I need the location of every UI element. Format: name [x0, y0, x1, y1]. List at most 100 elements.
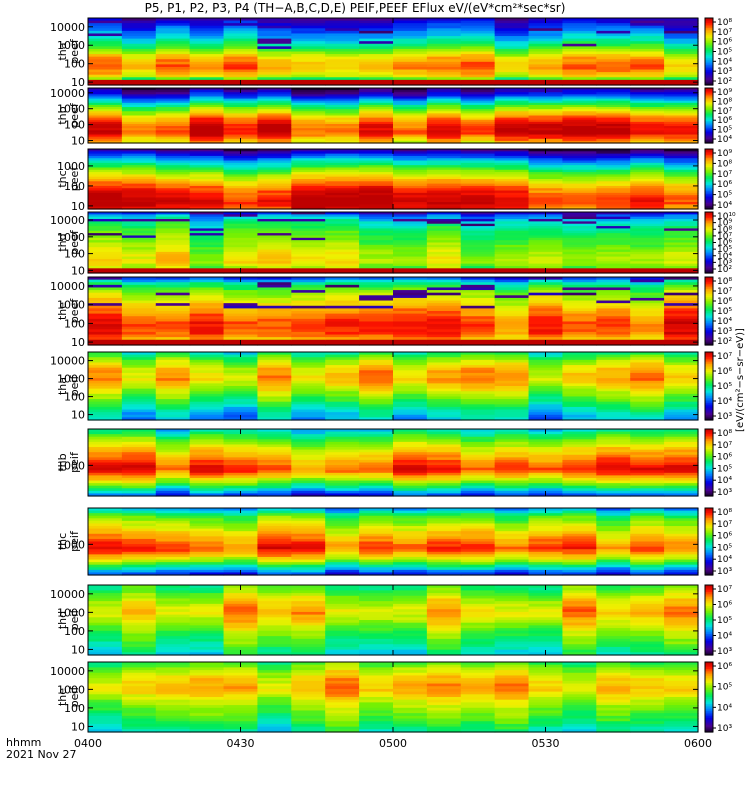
heatmap-cell: [257, 694, 292, 698]
heatmap-cell: [223, 48, 259, 53]
heatmap-cell: [121, 388, 157, 392]
heatmap-cell: [630, 149, 665, 152]
heatmap-cell: [393, 441, 428, 446]
heatmap-cell: [291, 23, 326, 27]
heatmap-cell: [664, 326, 699, 330]
heatmap-cell: [596, 216, 631, 220]
heatmap-cell: [596, 372, 631, 377]
heatmap-cell: [359, 20, 394, 24]
heatmap-cell: [630, 190, 665, 194]
heatmap-cell: [189, 644, 225, 648]
heatmap-cell: [596, 538, 631, 543]
heatmap-cell: [596, 533, 631, 537]
heatmap-cell: [630, 480, 665, 484]
heatmap-cell: [528, 64, 564, 68]
heatmap-cell: [426, 134, 462, 138]
heatmap-cell: [562, 165, 597, 169]
heatmap-cell: [88, 628, 123, 632]
heatmap-cell: [494, 33, 530, 37]
heatmap-cell: [494, 585, 530, 589]
colorbar-segment: [705, 189, 713, 192]
heatmap-cell: [596, 82, 631, 86]
heatmap-cell: [494, 219, 530, 222]
heatmap-cell: [223, 622, 259, 626]
heatmap-cell: [630, 508, 665, 512]
colorbar-segment: [705, 352, 713, 355]
heatmap-cell: [562, 646, 597, 651]
heatmap-cell: [121, 132, 157, 136]
heatmap-cell: [562, 447, 597, 451]
heatmap-cell: [596, 523, 631, 527]
heatmap-cell: [291, 638, 326, 643]
heatmap-cell: [325, 104, 360, 108]
heatmap-cell: [189, 617, 225, 621]
heatmap-cell: [121, 723, 157, 728]
heatmap-cell: [325, 630, 360, 635]
heatmap-cell: [155, 662, 191, 666]
heatmap-cell: [528, 61, 564, 65]
heatmap-cell: [121, 38, 157, 42]
heatmap-cell: [88, 115, 123, 119]
heatmap-cell: [528, 244, 564, 248]
heatmap-cell: [426, 378, 462, 382]
heatmap-cell: [426, 546, 462, 550]
colorbar-segment: [705, 648, 713, 651]
colorbar-tick-label: 10⁴: [717, 57, 732, 67]
heatmap-cell: [155, 465, 191, 469]
heatmap-cell: [359, 190, 394, 194]
heatmap-cell: [189, 683, 225, 687]
heatmap-cell: [393, 470, 428, 474]
heatmap-cell: [426, 467, 462, 471]
heatmap-cell: [494, 90, 530, 93]
heatmap-cell: [494, 569, 530, 574]
heatmap-cell: [257, 606, 292, 610]
heatmap-cell: [155, 23, 191, 27]
heatmap-cell: [562, 223, 597, 227]
heatmap-cell: [494, 251, 530, 255]
heatmap-cell: [528, 628, 564, 632]
heatmap-cell: [664, 102, 699, 106]
heatmap-cell: [291, 362, 326, 366]
heatmap-cell: [121, 261, 157, 265]
heatmap-cell: [291, 72, 326, 76]
heatmap-cell: [393, 149, 428, 152]
heatmap-cell: [121, 109, 157, 112]
heatmap-cell: [664, 279, 699, 283]
heatmap-cell: [359, 337, 394, 341]
heatmap-cell: [630, 399, 665, 403]
colorbar-segment: [705, 396, 713, 399]
colorbar-segment: [705, 90, 713, 93]
heatmap-cell: [257, 162, 292, 166]
heatmap-cell: [562, 72, 597, 76]
heatmap-cell: [325, 235, 360, 239]
heatmap-cell: [426, 265, 462, 269]
heatmap-cell: [596, 490, 631, 495]
heatmap-cell: [393, 538, 428, 543]
heatmap-cell: [393, 467, 428, 471]
colorbar-segment: [705, 462, 713, 465]
heatmap-cell: [155, 279, 191, 283]
heatmap-cell: [223, 520, 259, 525]
heatmap-cell: [562, 412, 597, 416]
heatmap-cell: [189, 601, 225, 605]
heatmap-cell: [494, 367, 530, 371]
heatmap-cell: [393, 51, 428, 55]
heatmap-cell: [121, 79, 157, 84]
heatmap-cell: [426, 354, 462, 358]
heatmap-cell: [223, 337, 259, 341]
heatmap-cell: [393, 282, 428, 286]
heatmap-cell: [528, 199, 564, 203]
heatmap-cell: [88, 667, 123, 671]
heatmap-cell: [528, 638, 564, 643]
heatmap-cell: [359, 475, 394, 479]
heatmap-cell: [155, 195, 191, 199]
heatmap-cell: [88, 158, 123, 162]
heatmap-cell: [155, 331, 191, 336]
colorbar-segment: [705, 26, 713, 29]
heatmap-cell: [257, 365, 292, 369]
heatmap-cell: [291, 316, 326, 320]
heatmap-cell: [189, 383, 225, 387]
heatmap-cell: [189, 233, 225, 237]
heatmap-cell: [630, 61, 665, 65]
heatmap-cell: [562, 297, 597, 302]
